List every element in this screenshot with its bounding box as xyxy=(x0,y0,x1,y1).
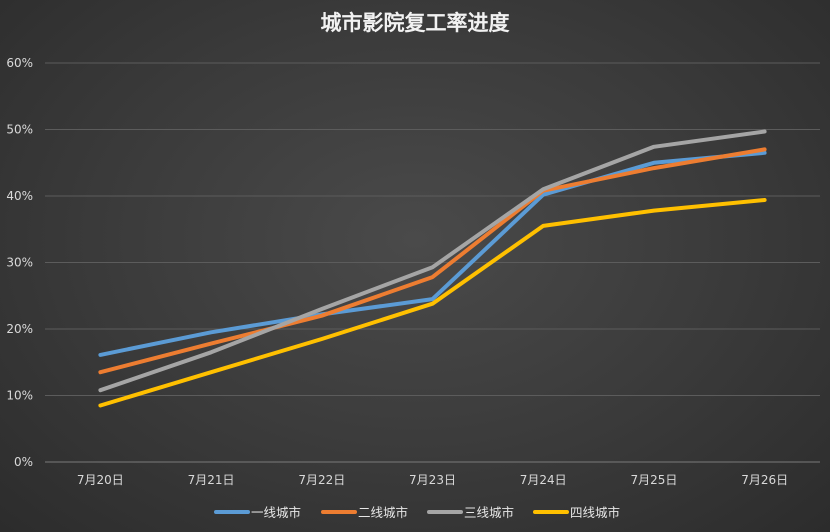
x-tick-label: 7月22日 xyxy=(298,473,345,487)
legend-label: 二线城市 xyxy=(358,505,408,520)
y-tick-label: 20% xyxy=(6,322,33,336)
gridlines xyxy=(45,62,820,463)
y-axis-ticks: 0% 10% 20% 30% 40% 50% 60% xyxy=(6,56,33,469)
x-tick-label: 7月21日 xyxy=(188,473,235,487)
x-tick-label: 7月25日 xyxy=(630,473,677,487)
series-line-1 xyxy=(98,150,767,357)
x-axis-ticks: 7月20日 7月21日 7月22日 7月23日 7月24日 7月25日 7月26日 xyxy=(77,473,788,487)
y-tick-label: 0% xyxy=(14,455,33,469)
y-tick-label: 40% xyxy=(6,189,33,203)
y-tick-label: 10% xyxy=(6,389,33,403)
legend-label: 四线城市 xyxy=(570,505,620,520)
y-tick-label: 30% xyxy=(6,256,33,270)
x-tick-label: 7月26日 xyxy=(741,473,788,487)
legend-label: 三线城市 xyxy=(464,505,514,520)
x-tick-label: 7月20日 xyxy=(77,473,124,487)
series-lines xyxy=(98,129,767,408)
series-line-2 xyxy=(98,147,767,375)
chart-title: 城市影院复工率进度 xyxy=(321,11,510,35)
series-line-4 xyxy=(98,198,767,408)
legend: 一线城市 二线城市 三线城市 四线城市 xyxy=(214,505,620,520)
y-tick-label: 60% xyxy=(6,56,33,70)
x-tick-label: 7月24日 xyxy=(520,473,567,487)
legend-label: 一线城市 xyxy=(251,505,301,520)
y-tick-label: 50% xyxy=(6,123,33,137)
series-line-3 xyxy=(98,129,767,393)
x-tick-label: 7月23日 xyxy=(409,473,456,487)
